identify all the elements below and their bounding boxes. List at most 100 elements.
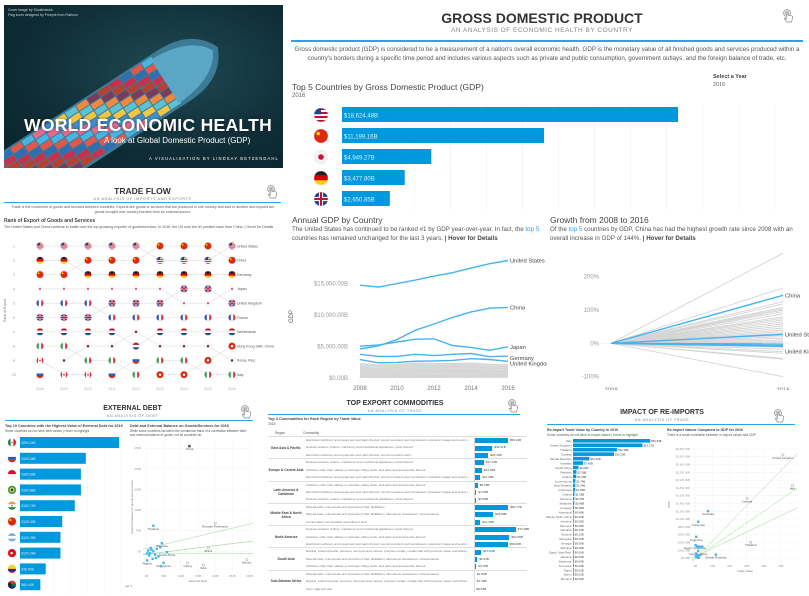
top5-link[interactable]: top 5 [525,226,539,233]
commodity-bar[interactable] [474,438,508,443]
commodity-bar[interactable] [474,446,492,451]
data-point[interactable] [160,565,162,567]
reimport-bar[interactable] [573,470,577,474]
tap-icon[interactable] [266,185,278,204]
data-point[interactable] [146,552,148,554]
reimport-bar[interactable] [573,439,650,443]
reimport-bar[interactable] [573,510,574,514]
reimport-bar[interactable] [573,546,574,550]
commodity-bar[interactable] [474,535,509,540]
data-point[interactable] [698,557,700,559]
commodity-row[interactable]: Vehicles; other than railway or tramway … [306,534,528,541]
commodity-row[interactable]: Vehicles; other than railway or tramway … [306,482,528,489]
data-point[interactable] [695,552,697,554]
growth-line-chart[interactable]: -100%0%100%200%20082016ChinaUnited State… [547,245,809,390]
reimport-bar[interactable] [573,524,574,528]
reimport-bar[interactable] [573,488,575,492]
commodity-bar[interactable] [474,483,478,488]
data-point[interactable] [699,554,701,556]
commodity-bar[interactable] [474,512,493,517]
reimport-bar[interactable] [573,452,614,456]
data-point[interactable] [696,545,698,547]
commodity-row[interactable]: Mineral fuels, mineral oils and products… [306,504,528,511]
series-line-united-kingdom[interactable] [360,359,508,363]
commodity-bar[interactable] [474,453,488,458]
data-point[interactable] [154,553,156,555]
reimport-bar[interactable] [573,501,574,505]
commodity-bar[interactable] [474,505,508,510]
commodity-bar[interactable] [474,520,480,525]
data-point[interactable] [155,557,157,559]
reimport-bar[interactable] [573,479,575,483]
commodity-bar[interactable] [474,542,508,547]
year-filter-value[interactable]: 2016 [713,82,747,88]
data-point[interactable] [149,547,151,549]
reimport-bar[interactable] [573,541,574,545]
commodity-row[interactable]: Electrical machinery and equipment and p… [306,489,528,496]
reimport-bar[interactable] [573,492,574,496]
year-filter[interactable]: Select a Year 2016 [713,74,747,88]
series-line-germany[interactable] [360,354,508,357]
reimport-bar[interactable] [573,577,574,581]
reimport-bar[interactable] [573,537,574,541]
series-line-united-states[interactable] [360,261,508,288]
commodity-bar[interactable] [474,527,516,532]
reimport-bar[interactable] [573,532,574,536]
series-line-japan[interactable] [360,339,508,350]
commodity-row[interactable]: Mineral fuels, mineral oils and products… [306,556,528,563]
tap-icon[interactable] [782,9,794,28]
reimport-bar[interactable] [573,466,578,470]
reimport-bar[interactable] [573,484,575,488]
external-debt-bar-chart[interactable]: $294.31B$195.46B$180.83B$180.86B$162.74B… [0,434,126,594]
data-point[interactable] [157,555,159,557]
reimport-bar[interactable] [573,448,617,452]
commodity-bar[interactable] [474,475,480,480]
commodity-row[interactable]: Mineral fuels, mineral oils and products… [306,571,528,578]
data-point[interactable] [147,549,149,551]
series-line-china[interactable] [360,307,508,349]
reimport-bar[interactable] [573,506,574,510]
data-point[interactable] [151,558,153,560]
data-point[interactable] [152,550,154,552]
data-point[interactable] [156,548,158,550]
reimport-bar[interactable] [573,461,583,465]
tap-icon[interactable] [240,405,252,424]
tap-icon[interactable] [773,409,785,428]
commodity-bar[interactable] [474,550,481,555]
commodity-bar[interactable] [474,460,484,465]
commodity-row[interactable]: Vehicles; other than railway or tramway … [306,467,528,474]
reimport-bar[interactable] [573,559,574,563]
commodity-row[interactable]: Nuclear reactors, boilers, machinery and… [306,459,528,466]
commodity-row[interactable]: Natural, cultured pearls; precious, semi… [306,548,528,555]
data-point[interactable] [148,554,150,556]
reimport-bar[interactable] [573,475,576,479]
commodity-row[interactable]: Nuclear reactors, boilers, machinery and… [306,444,528,451]
reimport-bar[interactable] [573,528,574,532]
commodity-bar[interactable] [474,468,482,473]
data-point[interactable] [701,545,703,547]
reimport-bar[interactable] [573,555,574,559]
reimport-bar[interactable] [573,457,589,461]
bar-united-states[interactable] [342,107,678,122]
data-point[interactable] [159,546,161,548]
commodity-row[interactable]: Mineral fuels, mineral oils and products… [306,511,528,518]
commodity-row[interactable]: Ores, slag and ash $0.54B [306,586,528,593]
reimport-bar[interactable] [573,497,574,501]
reimport-bar[interactable] [573,519,574,523]
reimport-bar[interactable] [573,443,642,447]
reimport-bar[interactable] [573,550,574,554]
reimport-bar[interactable] [573,568,574,572]
reimport-bar[interactable] [573,564,574,568]
commodity-row[interactable]: Natural, cultured pearls; precious, semi… [306,578,528,585]
commodity-row[interactable]: Electrical machinery and equipment and p… [306,437,528,444]
reimport-bar[interactable] [573,515,574,519]
annual-gdp-line-chart[interactable]: $0.00B$5,000.00B$10,000.00B$15,000.00B20… [285,245,547,390]
reimport-bar[interactable] [573,573,574,577]
top5-link[interactable]: top 5 [569,226,583,233]
data-point[interactable] [149,552,151,554]
data-point[interactable] [699,546,701,548]
